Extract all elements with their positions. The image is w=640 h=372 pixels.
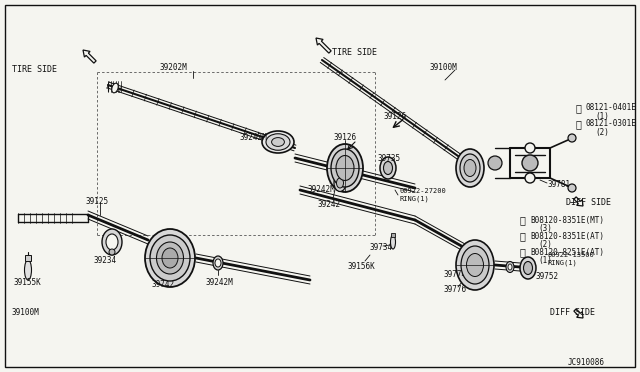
Ellipse shape bbox=[380, 157, 396, 179]
Ellipse shape bbox=[334, 174, 346, 192]
Text: B08120-8251E(AT): B08120-8251E(AT) bbox=[530, 247, 604, 257]
Ellipse shape bbox=[271, 138, 284, 147]
Text: 39125: 39125 bbox=[85, 197, 108, 206]
Ellipse shape bbox=[145, 229, 195, 287]
Text: DIFF SIDE: DIFF SIDE bbox=[566, 198, 611, 207]
Text: 08121-0301E: 08121-0301E bbox=[586, 119, 637, 128]
Ellipse shape bbox=[456, 240, 494, 290]
Text: Ⓑ: Ⓑ bbox=[520, 231, 526, 241]
Text: 00922-13500: 00922-13500 bbox=[548, 252, 595, 258]
Text: (2): (2) bbox=[538, 240, 552, 248]
Text: 39781: 39781 bbox=[548, 180, 571, 189]
Circle shape bbox=[109, 249, 115, 255]
Text: 39156K: 39156K bbox=[348, 262, 376, 271]
Ellipse shape bbox=[336, 155, 354, 180]
Bar bbox=[25, 255, 31, 261]
Ellipse shape bbox=[383, 161, 392, 174]
Ellipse shape bbox=[390, 235, 396, 249]
Ellipse shape bbox=[213, 256, 223, 270]
Text: (1): (1) bbox=[595, 112, 609, 121]
Ellipse shape bbox=[157, 242, 184, 274]
Circle shape bbox=[525, 143, 535, 153]
Ellipse shape bbox=[112, 83, 118, 93]
Text: JC910086: JC910086 bbox=[568, 358, 605, 367]
Ellipse shape bbox=[456, 149, 484, 187]
Text: 39242M: 39242M bbox=[205, 278, 233, 287]
Text: 39242M: 39242M bbox=[240, 133, 268, 142]
Circle shape bbox=[568, 134, 576, 142]
Ellipse shape bbox=[506, 262, 514, 273]
Text: 39126: 39126 bbox=[383, 112, 406, 121]
Text: TIRE SIDE: TIRE SIDE bbox=[332, 48, 377, 57]
Text: B08120-8351E(AT): B08120-8351E(AT) bbox=[530, 231, 604, 241]
Ellipse shape bbox=[106, 234, 118, 250]
Ellipse shape bbox=[461, 246, 489, 284]
Text: (1): (1) bbox=[538, 256, 552, 264]
Ellipse shape bbox=[266, 134, 290, 150]
Text: 39735: 39735 bbox=[378, 154, 401, 163]
Text: RING(1): RING(1) bbox=[400, 196, 429, 202]
Ellipse shape bbox=[460, 154, 480, 182]
Ellipse shape bbox=[262, 131, 294, 153]
Ellipse shape bbox=[520, 257, 536, 279]
Text: 39776: 39776 bbox=[443, 285, 466, 294]
Text: Ⓑ: Ⓑ bbox=[520, 247, 526, 257]
Text: (2): (2) bbox=[595, 128, 609, 137]
Text: 39774: 39774 bbox=[443, 270, 466, 279]
Text: 39242M: 39242M bbox=[308, 185, 336, 194]
Bar bbox=[391, 233, 395, 237]
Text: 39742: 39742 bbox=[152, 280, 175, 289]
Text: Ⓑ: Ⓑ bbox=[576, 103, 582, 113]
Ellipse shape bbox=[162, 248, 178, 268]
Circle shape bbox=[522, 155, 538, 171]
Ellipse shape bbox=[102, 229, 122, 255]
Ellipse shape bbox=[150, 235, 190, 281]
Ellipse shape bbox=[524, 262, 532, 275]
Circle shape bbox=[488, 156, 502, 170]
Text: TIRE SIDE: TIRE SIDE bbox=[12, 65, 57, 74]
Circle shape bbox=[525, 173, 535, 183]
Ellipse shape bbox=[337, 178, 344, 188]
Text: 08121-0401E: 08121-0401E bbox=[586, 103, 637, 112]
Text: Ⓑ: Ⓑ bbox=[576, 119, 582, 129]
Circle shape bbox=[568, 184, 576, 192]
Text: 39126: 39126 bbox=[333, 133, 356, 142]
Text: Ⓑ: Ⓑ bbox=[520, 215, 526, 225]
Text: B08120-8351E(MT): B08120-8351E(MT) bbox=[530, 215, 604, 224]
Ellipse shape bbox=[215, 259, 221, 267]
Ellipse shape bbox=[331, 149, 359, 187]
Text: RING(1): RING(1) bbox=[548, 260, 578, 266]
Ellipse shape bbox=[24, 260, 31, 280]
Ellipse shape bbox=[508, 264, 512, 270]
Text: 39734: 39734 bbox=[370, 243, 393, 252]
Text: (3): (3) bbox=[538, 224, 552, 232]
Text: 39242: 39242 bbox=[318, 200, 341, 209]
Text: 39752: 39752 bbox=[535, 272, 558, 281]
Text: DIFF SIDE: DIFF SIDE bbox=[550, 308, 595, 317]
Ellipse shape bbox=[464, 160, 476, 176]
Text: 39100M: 39100M bbox=[430, 63, 458, 72]
Text: 39202M: 39202M bbox=[160, 63, 188, 72]
Text: 39100M: 39100M bbox=[12, 308, 40, 317]
Text: 39155K: 39155K bbox=[14, 278, 42, 287]
Ellipse shape bbox=[467, 253, 483, 276]
Text: 39234: 39234 bbox=[94, 256, 117, 265]
Ellipse shape bbox=[327, 144, 363, 192]
Text: 00922-27200: 00922-27200 bbox=[400, 188, 447, 194]
